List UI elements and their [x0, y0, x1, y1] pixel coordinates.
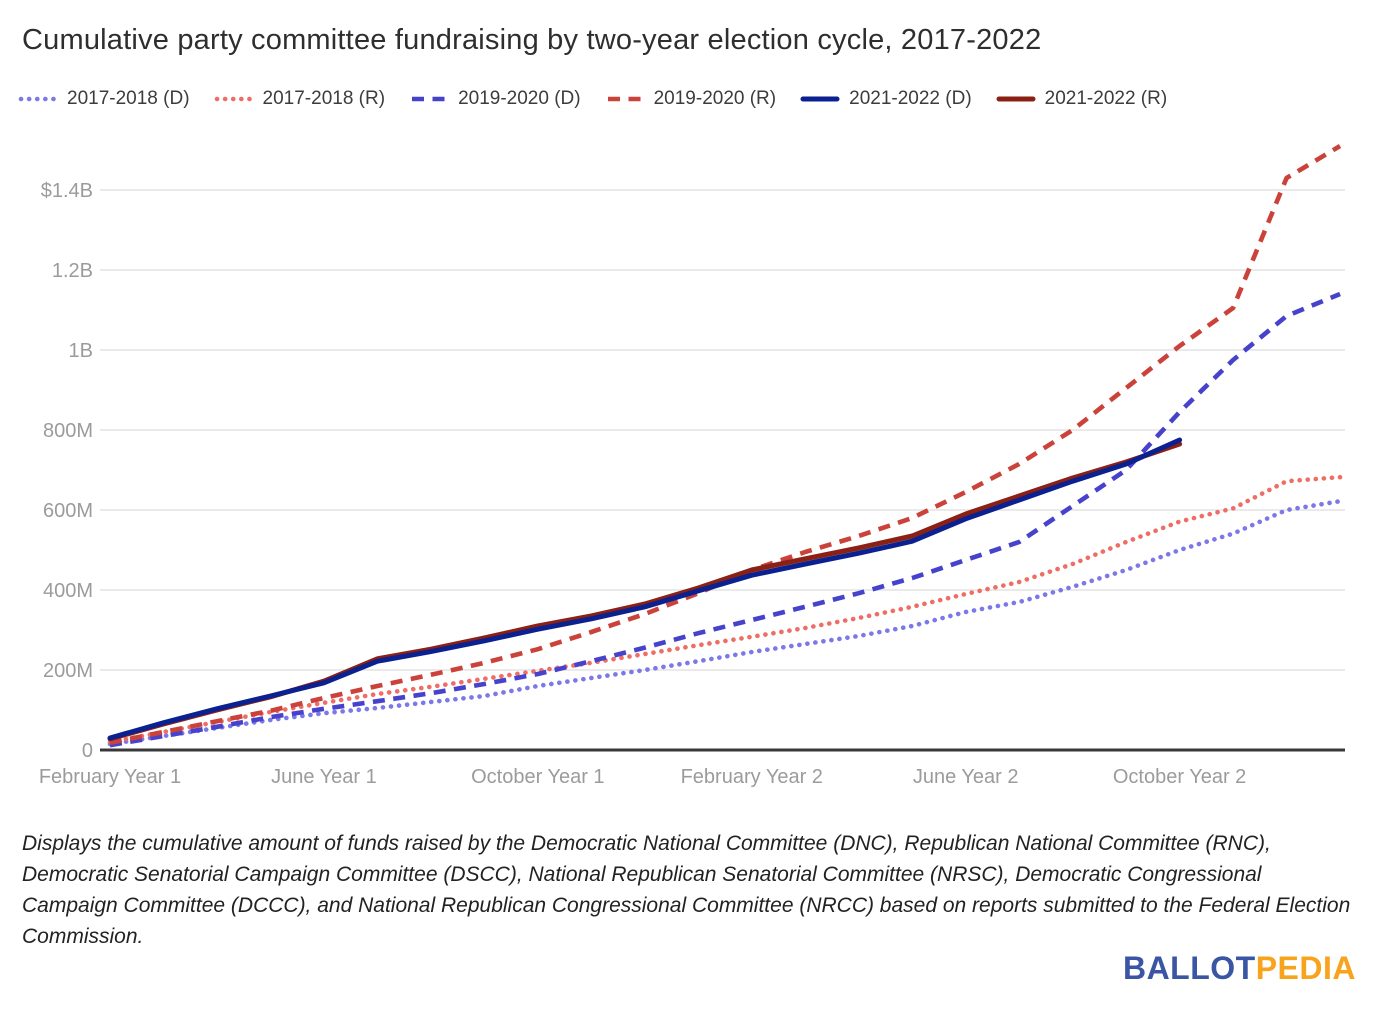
logo-pedia-text: PEDIA	[1255, 950, 1356, 986]
legend-item-label: 2017-2018 (D)	[67, 88, 190, 109]
legend-swatch-dashed	[412, 96, 447, 102]
legend-item: 2019-2020 (D)	[409, 88, 581, 110]
legend-swatch-dashed	[607, 96, 642, 102]
legend-item: 2017-2018 (R)	[214, 88, 386, 110]
chart-title: Cumulative party committee fundraising b…	[22, 24, 1042, 56]
legend-swatch-solid	[996, 96, 1036, 102]
y-tick-label: 0	[82, 740, 93, 762]
series-line-2017-2018r	[107, 474, 1343, 745]
legend: 2017-2018 (D) 2017-2018 (R) 2019-2020 (D) 2…	[18, 88, 1167, 110]
line-chart: $1.4B 1.2B 1B 800M 600M 400M 200M 0 February Yea…	[39, 144, 1345, 788]
y-tick-label: 200M	[43, 660, 93, 682]
x-tick-label: October Year 2	[1113, 766, 1246, 788]
x-tick-label: June Year 2	[913, 766, 1019, 788]
legend-item: 2021-2022 (D)	[800, 88, 972, 110]
legend-item-label: 2019-2020 (R)	[653, 88, 777, 109]
x-tick-label: June Year 1	[271, 766, 377, 788]
y-tick-label: $1.4B	[41, 180, 93, 202]
series-line-2019-2020r	[109, 144, 1342, 746]
ballotpedia-logo: BALLOTPEDIA	[1123, 950, 1356, 987]
y-tick-label: 400M	[43, 580, 93, 602]
legend-item-label: 2021-2022 (R)	[1044, 88, 1168, 109]
series-line-2019-2020d	[109, 291, 1341, 748]
x-tick-label: October Year 1	[471, 766, 604, 788]
legend-swatch-dotted	[18, 96, 58, 102]
y-tick-label: 1.2B	[52, 260, 93, 282]
legend-item-label: 2017-2018 (R)	[262, 88, 386, 109]
legend-item-label: 2019-2020 (D)	[458, 88, 581, 109]
legend-item-label: 2021-2022 (D)	[849, 88, 972, 109]
legend-swatch-dotted	[214, 96, 253, 102]
x-tick-label: February Year 1	[39, 766, 181, 788]
y-tick-label: 600M	[43, 500, 93, 522]
logo-ballot-text: BALLOT	[1122, 950, 1256, 986]
legend-item: 2017-2018 (D)	[18, 88, 190, 110]
legend-item: 2021-2022 (R)	[996, 88, 1168, 110]
y-tick-label: 1B	[69, 340, 93, 362]
legend-item: 2019-2020 (R)	[605, 88, 777, 110]
legend-swatch-solid	[800, 96, 840, 102]
y-tick-label: 800M	[43, 420, 93, 442]
chart-footnote: Displays the cumulative amount of funds …	[22, 832, 1351, 948]
x-tick-label: February Year 2	[681, 766, 823, 788]
series-line-2021-2022d	[107, 437, 1183, 741]
